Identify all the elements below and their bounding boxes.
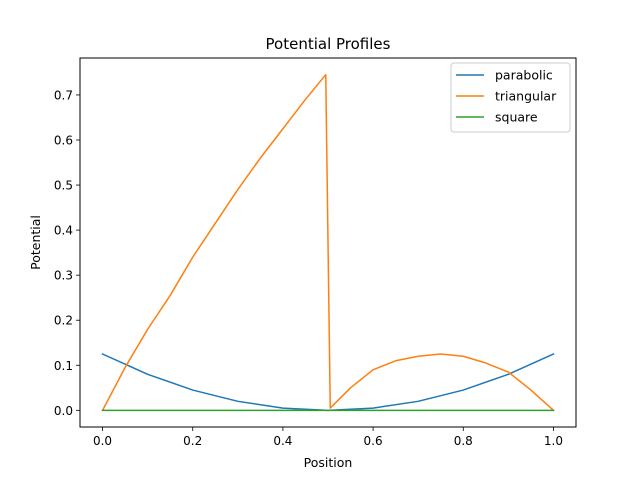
x-axis: 0.0 0.2 0.4 0.6 0.8 1.0 xyxy=(93,427,563,448)
x-tick-label: 1.0 xyxy=(544,434,563,448)
chart-title: Potential Profiles xyxy=(266,35,391,53)
x-axis-label: Position xyxy=(304,455,353,470)
legend-label-triangular: triangular xyxy=(495,89,557,104)
plot-frame xyxy=(79,57,577,428)
legend-box xyxy=(450,62,571,133)
y-tick-label: 0.2 xyxy=(54,314,73,328)
legend-label-square: square xyxy=(495,110,538,125)
y-tick-label: 0.5 xyxy=(54,179,73,193)
x-tick-label: 0.6 xyxy=(364,434,383,448)
legend-label-parabolic: parabolic xyxy=(495,68,553,83)
y-tick-label: 0.1 xyxy=(54,359,73,373)
y-tick-label: 0.7 xyxy=(54,88,73,102)
plot-lines xyxy=(101,73,555,412)
series-line-triangular xyxy=(101,73,555,412)
x-tick-label: 0.0 xyxy=(93,434,112,448)
y-tick-label: 0.6 xyxy=(54,134,73,148)
x-tick-label: 0.2 xyxy=(183,434,202,448)
x-tick-label: 0.8 xyxy=(454,434,473,448)
y-tick-label: 0.3 xyxy=(54,269,73,283)
y-tick-label: 0.4 xyxy=(54,224,73,238)
y-axis-label: Potential xyxy=(28,215,43,270)
x-tick-label: 0.4 xyxy=(273,434,292,448)
y-axis: 0.0 0.1 0.2 0.3 0.4 0.5 0.6 0.7 xyxy=(54,88,80,418)
y-tick-label: 0.0 xyxy=(54,404,73,418)
legend: parabolic triangular square xyxy=(450,62,571,133)
